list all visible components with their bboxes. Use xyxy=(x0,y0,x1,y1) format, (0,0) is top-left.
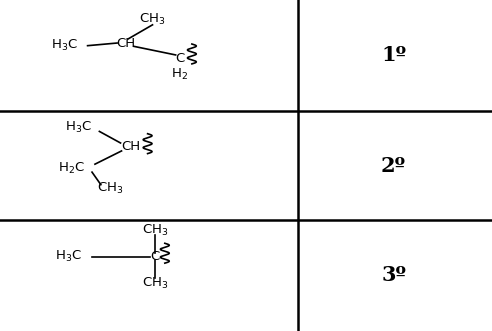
Text: CH$_3$: CH$_3$ xyxy=(139,12,166,27)
Text: CH$_3$: CH$_3$ xyxy=(97,181,124,196)
Text: H$_2$C: H$_2$C xyxy=(58,161,85,176)
Text: CH$_3$: CH$_3$ xyxy=(142,222,168,238)
Text: CH: CH xyxy=(116,36,135,50)
Text: CH$_3$: CH$_3$ xyxy=(142,275,168,291)
Text: H$_3$C: H$_3$C xyxy=(51,38,77,53)
Text: CH: CH xyxy=(121,140,140,154)
Text: H$_3$C: H$_3$C xyxy=(56,249,82,264)
Text: 1º: 1º xyxy=(381,45,406,65)
Text: C: C xyxy=(151,250,159,263)
Text: H$_3$C: H$_3$C xyxy=(65,120,92,135)
Text: C: C xyxy=(175,52,184,66)
Text: 3º: 3º xyxy=(381,265,406,285)
Text: 2º: 2º xyxy=(381,156,406,175)
Text: H$_2$: H$_2$ xyxy=(171,67,188,82)
